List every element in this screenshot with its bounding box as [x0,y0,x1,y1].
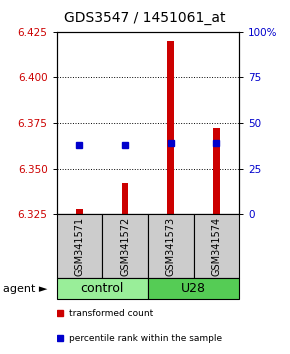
Bar [102,214,148,278]
Bar [167,41,174,214]
Text: agent ►: agent ► [3,284,48,293]
Text: GSM341572: GSM341572 [120,216,130,276]
Text: percentile rank within the sample: percentile rank within the sample [69,333,222,343]
Text: control: control [81,282,124,295]
Text: GSM341574: GSM341574 [211,216,221,276]
Bar [148,278,239,299]
Bar [57,278,148,299]
Text: transformed count: transformed count [69,309,154,318]
Text: GSM341571: GSM341571 [75,216,84,276]
Bar [57,214,102,278]
Bar [194,214,239,278]
Bar [76,209,83,214]
Bar [148,214,194,278]
Text: U28: U28 [181,282,206,295]
Text: GDS3547 / 1451061_at: GDS3547 / 1451061_at [64,11,226,25]
Text: GSM341573: GSM341573 [166,216,176,276]
Bar [213,129,220,214]
Bar [122,183,128,214]
